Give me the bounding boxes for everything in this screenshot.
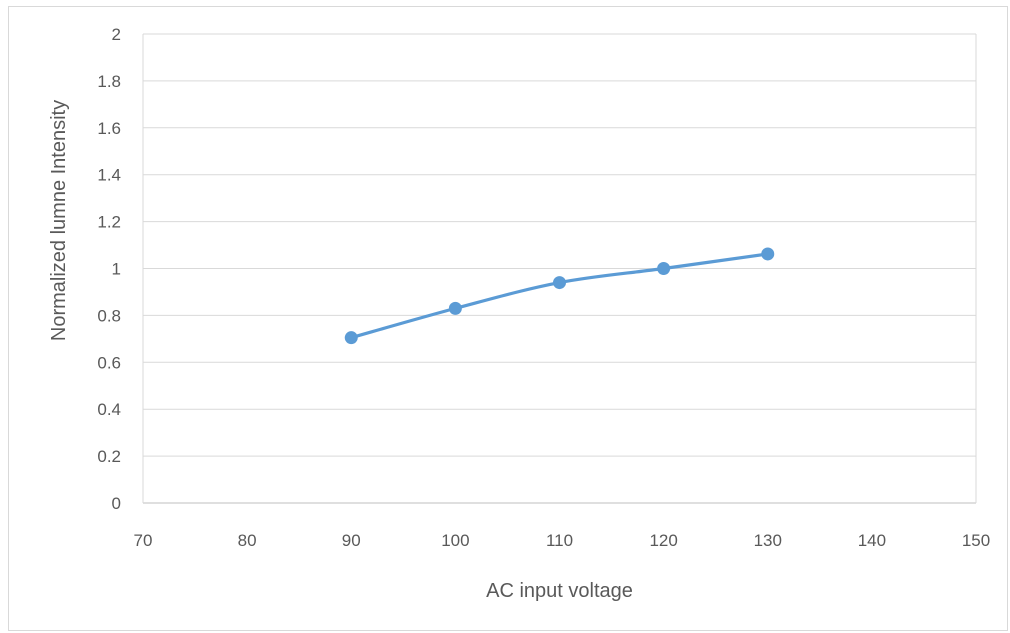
y-axis-tick-labels: 0 0.2 0.4 0.6 0.8 1 1.2 1.4 1.6 1.8 2 <box>97 25 121 513</box>
x-tick-label: 150 <box>962 531 990 550</box>
y-tick-label: 1.4 <box>97 166 121 185</box>
gridlines <box>142 33 977 504</box>
data-point <box>344 331 358 345</box>
data-point <box>448 301 462 315</box>
y-axis-title: Normalized lumne Intensity <box>48 100 70 341</box>
y-tick-label: 1 <box>112 260 121 279</box>
x-tick-label: 140 <box>858 531 886 550</box>
y-tick-label: 2 <box>112 25 121 44</box>
x-tick-label: 80 <box>238 531 257 550</box>
x-tick-label: 100 <box>441 531 469 550</box>
x-axis-title: AC input voltage <box>486 580 633 602</box>
data-point <box>657 262 671 275</box>
data-point <box>761 247 775 261</box>
y-tick-label: 1.6 <box>97 119 121 138</box>
x-tick-label: 130 <box>754 531 782 550</box>
plot-series <box>344 247 775 345</box>
series-line <box>349 252 770 340</box>
y-tick-label: 0.8 <box>97 306 121 325</box>
y-tick-label: 0.6 <box>97 353 121 372</box>
x-tick-label: 120 <box>649 531 677 550</box>
y-tick-label: 1.2 <box>97 213 121 232</box>
y-tick-label: 0.2 <box>97 447 121 466</box>
y-tick-label: 1.8 <box>97 72 121 91</box>
y-tick-label: 0.4 <box>97 400 121 419</box>
chart-area: 0 0.2 0.4 0.6 0.8 1 1.2 1.4 1.6 1.8 2 70 80 90 100 110… <box>8 6 1008 631</box>
x-axis-tick-labels: 70 80 90 100 110 120 130 140 150 <box>134 531 991 550</box>
data-point <box>553 276 566 290</box>
x-tick-label: 110 <box>546 531 573 550</box>
line-chart: 0 0.2 0.4 0.6 0.8 1 1.2 1.4 1.6 1.8 2 70 80 90 100 110… <box>48 25 991 602</box>
y-tick-label: 0 <box>112 494 121 513</box>
x-tick-label: 70 <box>134 531 153 550</box>
x-tick-label: 90 <box>342 531 361 550</box>
